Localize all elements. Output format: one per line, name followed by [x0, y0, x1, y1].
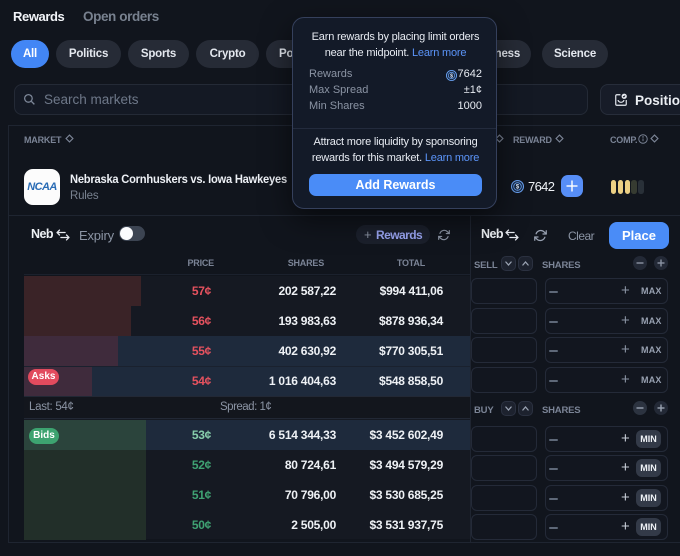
- svg-text:$: $: [450, 73, 453, 79]
- svg-text:$: $: [516, 185, 520, 191]
